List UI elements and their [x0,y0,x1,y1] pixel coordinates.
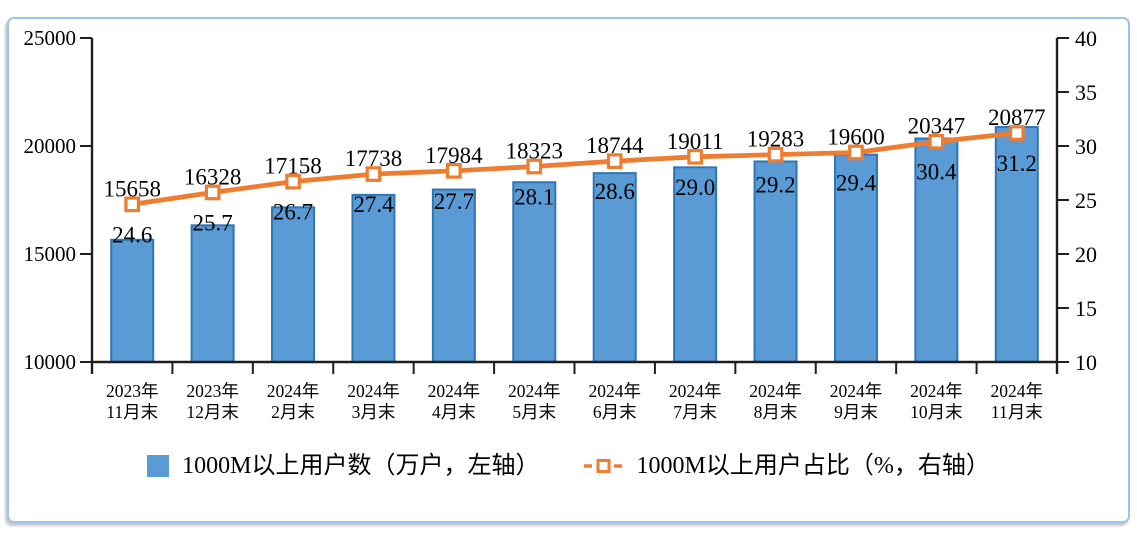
bar-value-label: 18323 [506,139,564,164]
x-axis-category-label: 2024年 8月末 [749,381,802,422]
ratio-value-label: 28.6 [595,179,635,204]
bar-value-label: 17158 [264,154,322,179]
ratio-value-label: 24.6 [112,222,152,247]
bar [271,206,316,363]
x-axis-category-label: 2023年 11月末 [106,381,159,422]
ratio-value-label: 28.1 [514,185,554,210]
ratio-value-label: 29.0 [675,175,715,200]
ratio-value-label: 29.4 [836,170,877,195]
bar-value-label: 18744 [586,133,644,158]
line-marker [848,144,864,161]
bar-value-label: 19011 [667,129,724,154]
bar-value-label: 19283 [747,127,805,152]
line-marker [1008,125,1025,141]
bar-value-label: 17738 [345,146,403,171]
axis-ticks [80,37,1069,374]
line-marker [285,173,301,190]
axis-tick-labels: 25000 20000 15000 10000 40 35 30 25 20 15 10 [24,26,1098,375]
bar-value-label: 20877 [988,105,1046,130]
bar-series [110,126,1039,364]
bar-value-label: 20347 [908,114,966,139]
right-axis-tick-label: 40 [1075,26,1097,51]
bar [753,160,798,363]
legend-item-users: 1000M以上用户数（万户，左轴） [147,453,540,479]
line-marker [767,146,784,163]
x-axis-category-label: 2024年 9月末 [830,381,883,422]
line-series-label: 1000M以上用户占比（%，右轴） [636,453,990,479]
x-axis-category-labels: 2023年 11月末 2023年 12月末 2024年 2月末 2024年 3月末 2024年 4… [106,381,1043,422]
right-axis-tick-label: 25 [1075,188,1097,213]
bar-value-label: 19600 [827,124,885,149]
x-axis-category-label: 2024年 5月末 [508,381,561,422]
ratio-value-label: 27.7 [434,189,474,214]
right-axis-tick-label: 20 [1075,242,1097,267]
right-axis-tick-label: 30 [1075,134,1097,159]
bar [190,224,235,363]
line-series-marker-icon [583,459,622,473]
x-axis-category-label: 2024年 6月末 [588,381,641,422]
ratio-value-label: 26.7 [273,200,313,225]
line-marker [526,158,543,175]
x-axis-category-label: 2024年 4月末 [428,381,481,422]
line-marker [204,184,221,201]
left-axis-tick-label: 15000 [24,242,77,266]
ratio-value-label: 25.7 [193,210,233,235]
bar [914,137,959,363]
left-axis-tick-label: 25000 [24,26,77,50]
bar [351,193,396,363]
left-axis-tick-label: 10000 [24,350,77,374]
bar [833,153,878,363]
left-axis-tick-label: 20000 [24,134,77,158]
x-axis-category-label: 2024年 11月末 [991,381,1044,422]
line-marker [928,133,945,150]
ratio-value-label: 31.2 [997,151,1037,176]
x-axis-category-label: 2024年 2月末 [267,381,320,422]
chart-legend: 1000M以上用户数（万户，左轴） 1000M以上用户占比（%，右轴） [10,454,1127,478]
bar-series-swatch-icon [147,455,170,477]
line-marker [124,196,141,213]
bar [110,238,155,363]
ratio-line [129,130,1020,207]
bar-value-label: 16328 [184,164,242,189]
line-marker [606,153,623,169]
bar [431,188,476,363]
x-axis-category-label: 2024年 3月末 [347,381,400,422]
line-marker [446,162,462,179]
ratio-value-label: 30.4 [916,160,957,185]
legend-item-ratio: 1000M以上用户占比（%，右轴） [582,454,990,478]
line-marker [365,166,382,182]
x-axis-category-label: 2024年 10月末 [910,381,963,422]
ratio-value-label: 29.2 [755,173,795,198]
bar-value-label: 15658 [103,176,161,201]
axes [90,38,1059,374]
line-marker [687,148,703,165]
bar-series-label: 1000M以上用户数（万户，左轴） [182,453,540,479]
right-axis-tick-label: 35 [1075,80,1097,105]
bar [592,172,637,363]
ratio-line-markers [124,125,1025,213]
right-axis-tick-label: 10 [1075,350,1097,375]
data-labels: 15658 16328 17158 17738 17984 18323 18744 19011… [103,105,1045,247]
right-axis-tick-label: 15 [1075,296,1097,321]
x-axis-category-label: 2023年 12月末 [186,381,239,422]
x-axis-category-label: 2024年 7月末 [669,381,722,422]
ratio-value-label: 27.4 [353,192,394,217]
bar-value-label: 17984 [425,143,483,168]
